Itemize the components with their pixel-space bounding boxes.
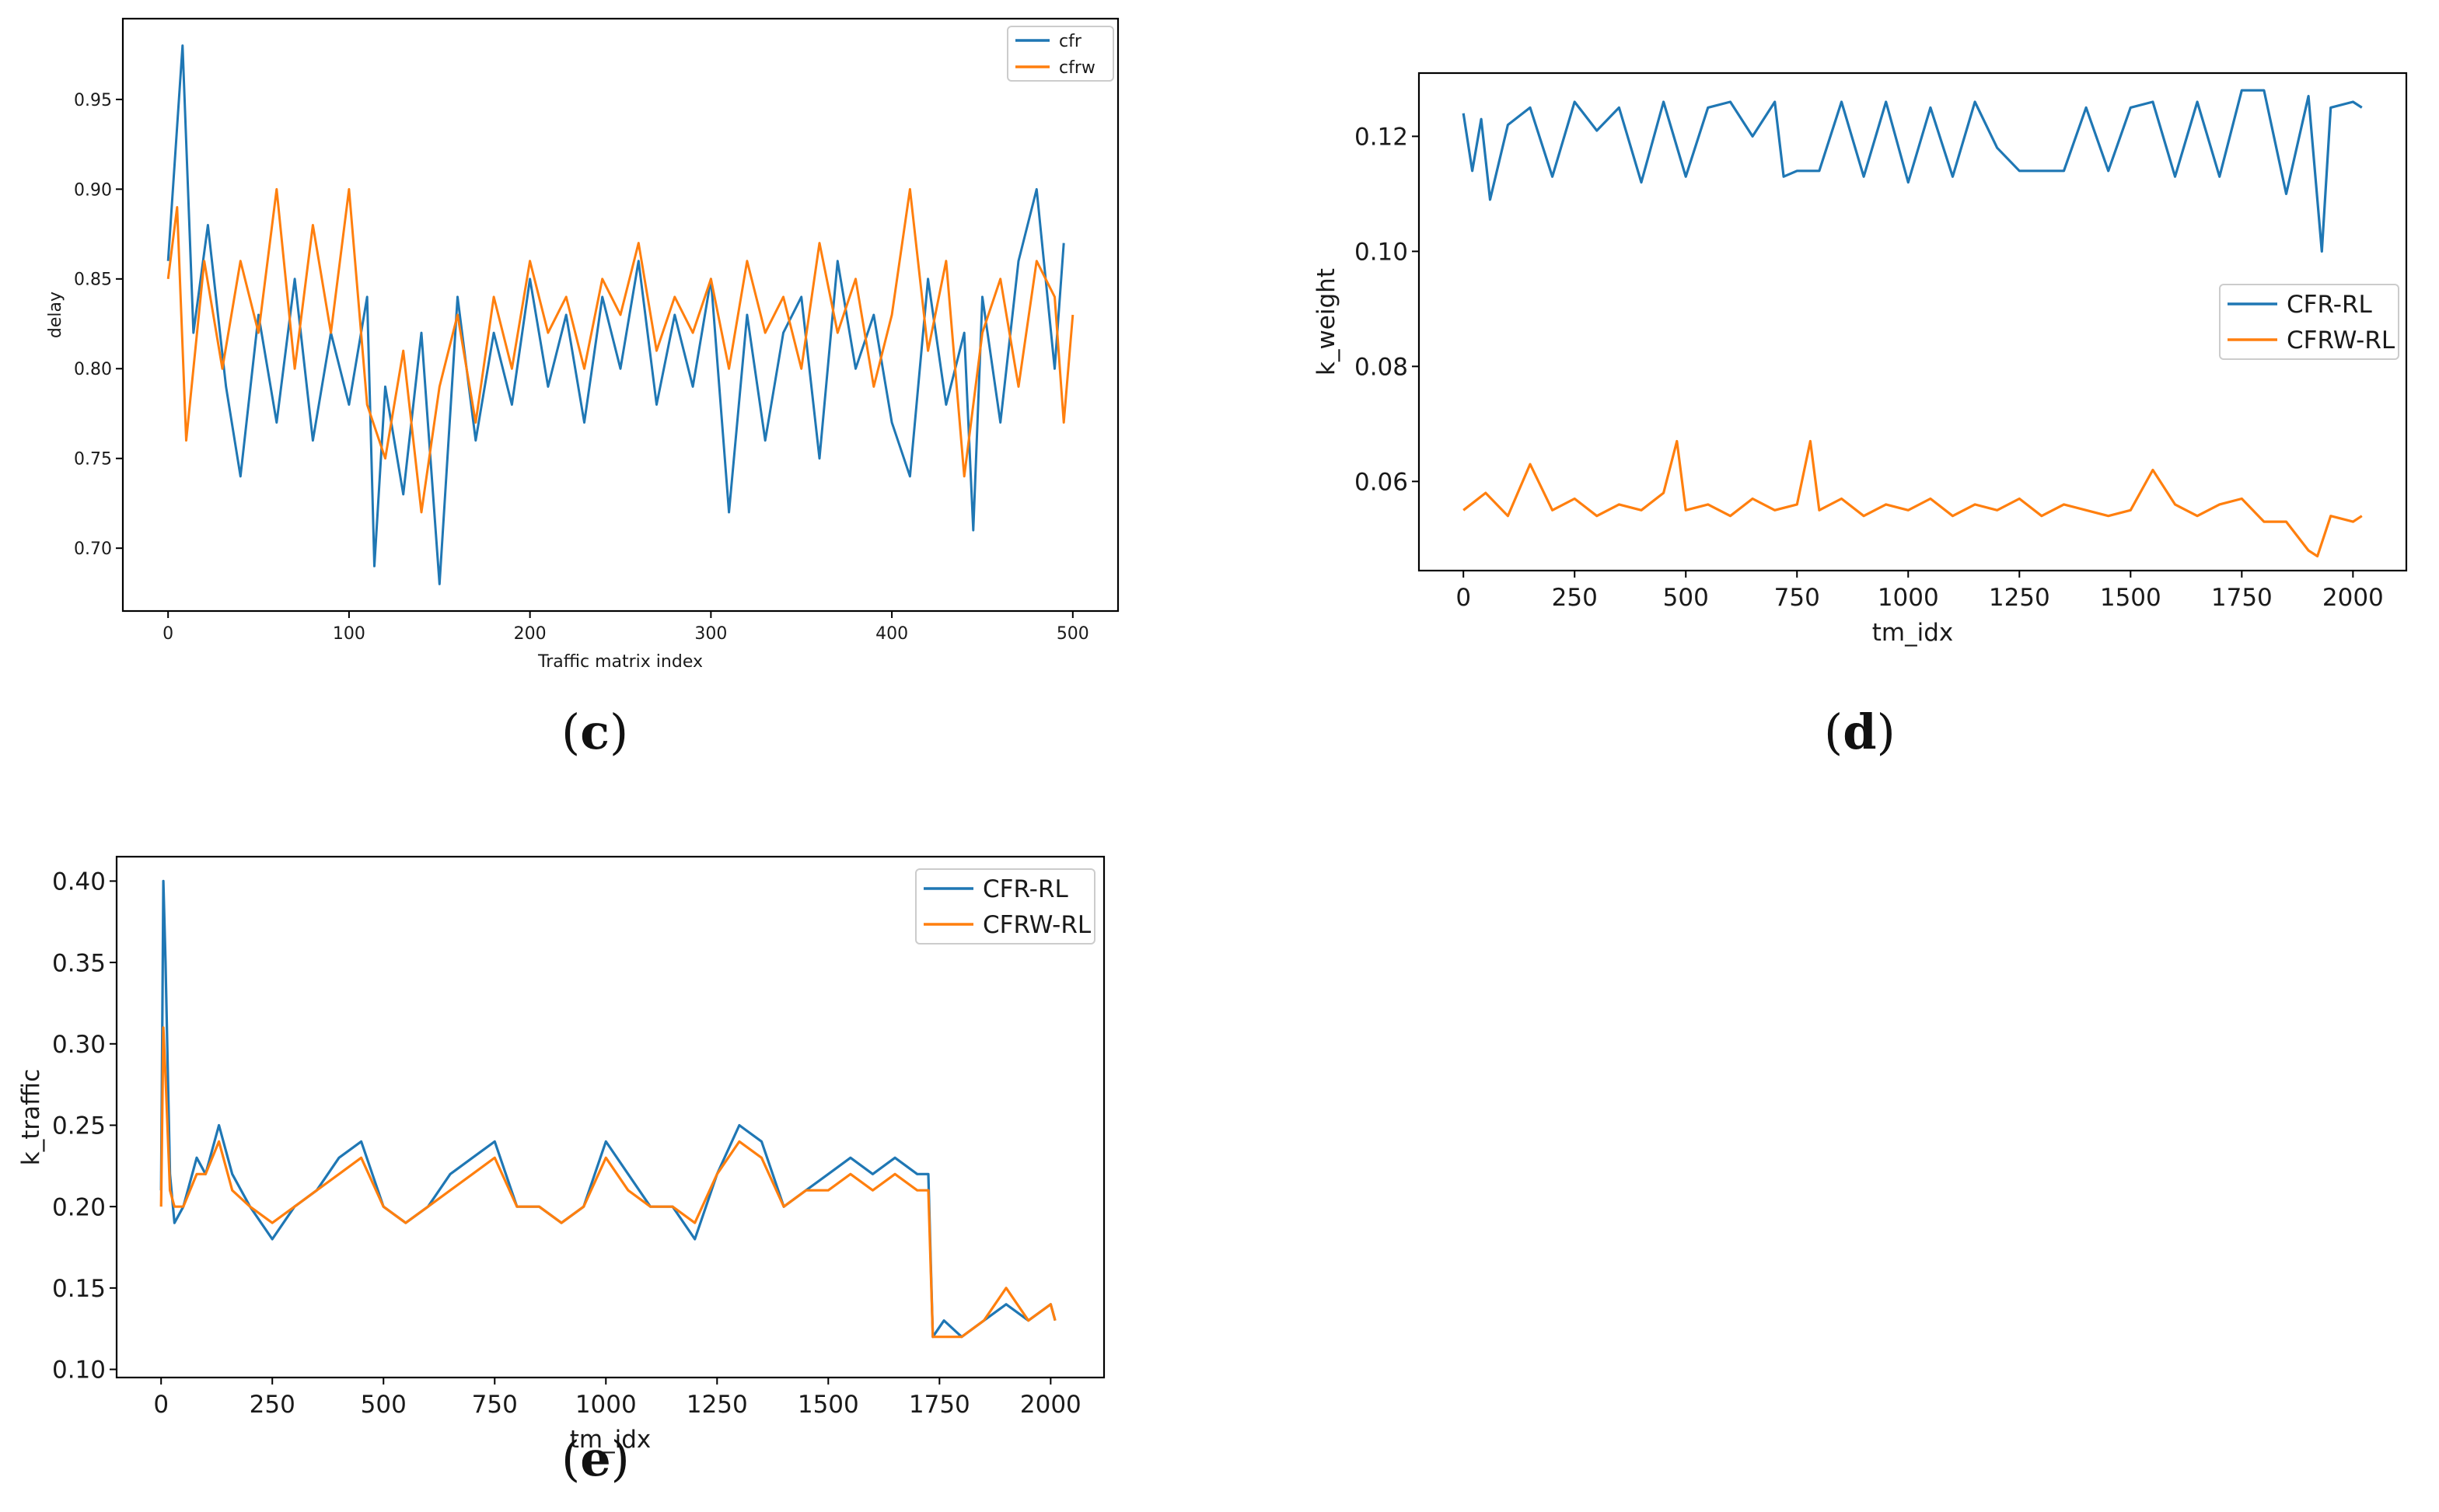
x-tick-label: 1250 [687, 1391, 748, 1419]
x-tick-label: 1750 [2211, 584, 2273, 612]
x-tick-label: 500 [1057, 624, 1089, 644]
k-weight-chart: 0 250 500 750 1000 1250 1500 1750 2000 0.06 0.08 0.… [1312, 72, 2408, 647]
legend: CFR-RL CFRW-RL [915, 868, 1095, 945]
legend-label: CFRW-RL [983, 911, 1092, 939]
legend-label: CFR-RL [983, 875, 1068, 903]
series-line-cfrw-rl [159, 1026, 1057, 1339]
y-tick-label: 0.30 [52, 1031, 106, 1059]
x-tick-label: 250 [1552, 584, 1598, 612]
y-axis-label: k_weight [1312, 268, 1340, 375]
x-axis-label: tm_idx [1872, 619, 1954, 647]
series-line-cfrw-rl [1462, 439, 2363, 558]
caption-e: (e) [561, 1430, 630, 1487]
y-tick-label: 0.10 [1354, 239, 1408, 267]
x-tick-label: 1750 [909, 1391, 970, 1419]
legend: CFR-RL CFRW-RL [2219, 284, 2399, 360]
series-line-cfr-rl [159, 879, 1057, 1339]
series-line-cfr [166, 44, 1065, 585]
y-tick-label: 0.75 [74, 450, 112, 470]
legend-label: CFRW-RL [2287, 326, 2395, 354]
k-traffic-chart: 0 250 500 750 1000 1250 1500 1750 2000 0.10 0.15 0.… [17, 855, 1106, 1454]
x-tick-label: 250 [250, 1391, 295, 1419]
chart-panel-c: 0 100 200 300 400 500 0.70 0.75 0.80 0.85 0.90 0.95… [0, 0, 1151, 700]
x-tick-label: 0 [153, 1391, 169, 1419]
legend: cfr cfrw [1007, 26, 1114, 82]
y-tick-label: 0.20 [52, 1193, 106, 1221]
x-tick-label: 1000 [575, 1391, 637, 1419]
legend-label: cfr [1059, 32, 1082, 51]
y-tick-label: 0.80 [74, 360, 112, 379]
x-tick-label: 1500 [798, 1391, 859, 1419]
chart-panel-d: 0 250 500 750 1000 1250 1500 1750 2000 0.06 0.08 0.… [1275, 0, 2439, 700]
y-tick-label: 0.70 [74, 540, 112, 559]
x-tick-label: 300 [694, 624, 727, 644]
x-tick-label: 2000 [1020, 1391, 1081, 1419]
y-tick-label: 0.85 [74, 271, 112, 290]
x-tick-label: 750 [1774, 584, 1820, 612]
x-tick-label: 400 [875, 624, 908, 644]
y-tick-label: 0.15 [52, 1275, 106, 1303]
x-axis-label: tm_idx [570, 1426, 652, 1454]
delay-chart: 0 100 200 300 400 500 0.70 0.75 0.80 0.85 0.90 0.95… [46, 17, 1120, 672]
x-tick-label: 1500 [2100, 584, 2161, 612]
legend-label: cfrw [1059, 58, 1095, 78]
x-tick-label: 500 [361, 1391, 407, 1419]
x-tick-label: 200 [514, 624, 547, 644]
chart-panel-e: 0 250 500 750 1000 1250 1500 1750 2000 0.10 0.15 0.… [0, 816, 1151, 1454]
series-line-cfr-rl [1462, 89, 2363, 253]
x-tick-label: 0 [162, 624, 173, 644]
y-tick-label: 0.35 [52, 949, 106, 977]
plot-frame [121, 17, 1120, 613]
plot-frame [115, 855, 1106, 1379]
x-tick-label: 2000 [2322, 584, 2384, 612]
y-tick-label: 0.25 [52, 1112, 106, 1140]
y-tick-label: 0.10 [52, 1357, 106, 1385]
y-tick-label: 0.06 [1354, 468, 1408, 496]
y-tick-label: 0.90 [74, 180, 112, 200]
y-axis-label: k_traffic [17, 1069, 45, 1165]
x-tick-label: 500 [1663, 584, 1709, 612]
legend-label: CFR-RL [2287, 291, 2372, 319]
y-tick-label: 0.40 [52, 868, 106, 896]
x-tick-label: 1000 [1878, 584, 1939, 612]
x-tick-label: 100 [333, 624, 365, 644]
series-line-cfrw [166, 187, 1074, 514]
x-tick-label: 0 [1455, 584, 1471, 612]
x-tick-label: 750 [472, 1391, 518, 1419]
y-axis-label: delay [46, 292, 65, 338]
caption-d: (d) [1824, 704, 1896, 760]
y-tick-label: 0.08 [1354, 354, 1408, 382]
plot-frame [1417, 72, 2408, 572]
x-axis-label: Traffic matrix index [537, 652, 703, 672]
x-tick-label: 1250 [1989, 584, 2050, 612]
y-tick-label: 0.12 [1354, 124, 1408, 152]
y-tick-label: 0.95 [74, 91, 112, 110]
caption-c: (c) [561, 704, 629, 760]
